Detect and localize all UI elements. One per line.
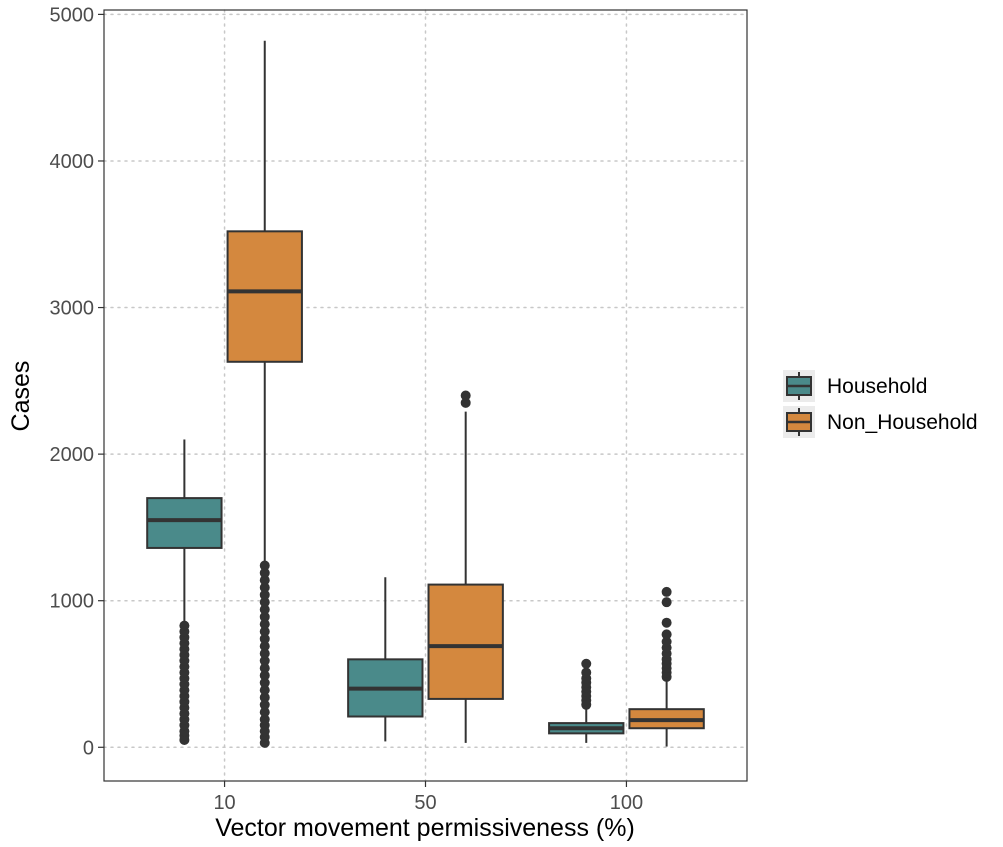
box-non_household-100: [628, 586, 705, 747]
legend-item-household: Household: [783, 370, 927, 402]
outlier-point: [259, 699, 270, 710]
y-tick-label: 2000: [50, 444, 95, 466]
outlier-point: [661, 636, 672, 647]
outlier-point: [259, 582, 270, 593]
outlier-point: [259, 648, 270, 659]
y-tick-label: 3000: [50, 298, 95, 320]
box-household-10: [146, 439, 223, 745]
outlier-point: [460, 397, 471, 408]
outlier-point: [259, 626, 270, 637]
axes: 0 1000 2000 3000 4000 5000 10 50 100: [50, 4, 644, 814]
outlier-point: [259, 663, 270, 674]
box-household-100: [548, 658, 625, 743]
outlier-point: [259, 692, 270, 703]
y-axis-title: Cases: [7, 361, 35, 432]
outlier-point: [259, 567, 270, 578]
outlier-point: [661, 617, 672, 628]
y-tick-label: 0: [83, 737, 94, 759]
box-non_household-10: [226, 40, 303, 748]
box-non_household-50: [427, 390, 504, 743]
outlier-point: [460, 390, 471, 401]
outlier-point: [259, 707, 270, 718]
outlier-point: [581, 658, 592, 669]
outlier-point: [259, 560, 270, 571]
legend-label: Non_Household: [827, 411, 978, 434]
outlier-point: [259, 670, 270, 681]
outlier-point: [259, 589, 270, 600]
outlier-point: [259, 641, 270, 652]
x-tick-label: 10: [213, 792, 235, 814]
outlier-point: [581, 667, 592, 678]
plot-area: [146, 40, 705, 748]
outlier-point: [259, 604, 270, 615]
y-tick-label: 5000: [50, 4, 95, 26]
outlier-point: [661, 597, 672, 608]
outlier-point: [259, 597, 270, 608]
outlier-point: [259, 714, 270, 725]
grid: [103, 9, 748, 782]
x-axis-title: Vector movement permissiveness (%): [215, 814, 635, 842]
legend: Household Non_Household: [783, 370, 978, 438]
box-iqr: [146, 497, 223, 549]
box-iqr: [427, 583, 504, 700]
outlier-point: [259, 611, 270, 622]
box-iqr: [226, 230, 303, 363]
outlier-point: [259, 575, 270, 586]
x-tick-label: 100: [610, 792, 643, 814]
y-tick-label: 4000: [50, 151, 95, 173]
outlier-point: [259, 633, 270, 644]
outlier-point: [661, 629, 672, 640]
box-household-50: [347, 577, 424, 742]
legend-label: Household: [827, 375, 927, 398]
legend-item-non_household: Non_Household: [783, 406, 978, 438]
x-tick-label: 50: [414, 792, 436, 814]
outlier-point: [259, 655, 270, 666]
outlier-point: [661, 586, 672, 597]
outlier-point: [259, 685, 270, 696]
outlier-point: [179, 620, 190, 631]
outlier-point: [259, 677, 270, 688]
outlier-point: [259, 619, 270, 630]
y-tick-label: 1000: [50, 591, 95, 613]
